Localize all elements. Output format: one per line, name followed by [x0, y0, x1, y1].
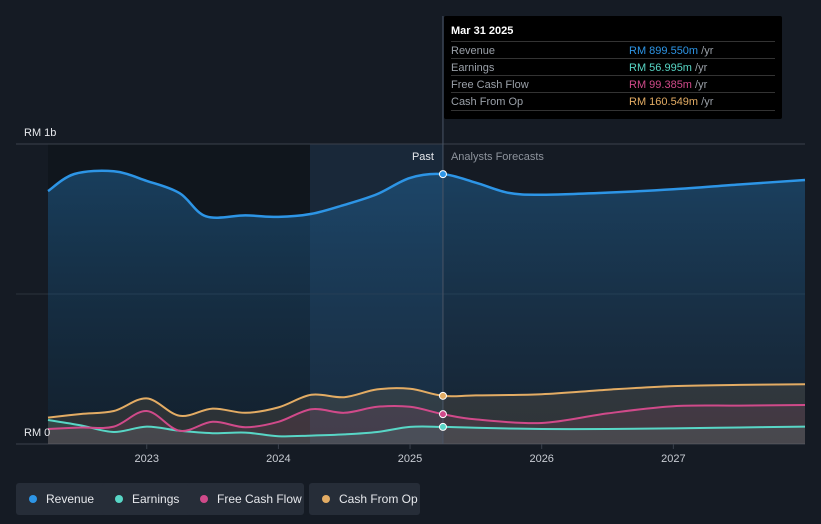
legend-dot-icon: [322, 495, 330, 503]
cash-from-op-marker: [438, 391, 447, 400]
legend-item-cash-from-op[interactable]: Cash From Op: [309, 483, 420, 515]
legend-label: Cash From Op: [339, 492, 418, 506]
tooltip-row-value: RM 899.550m /yr: [629, 45, 714, 57]
forecast-label: Analysts Forecasts: [451, 151, 544, 163]
x-tick-label: 2027: [661, 453, 685, 465]
legend-label: Revenue: [46, 492, 95, 506]
free-cash-flow-area: [48, 405, 805, 444]
free-cash-flow-marker: [438, 410, 447, 419]
series-markers: [438, 170, 447, 431]
legend-dot-icon: [200, 495, 208, 503]
tooltip-row-name: Revenue: [451, 45, 496, 57]
tooltip-row-value: RM 56.995m /yr: [629, 62, 708, 74]
earnings-area: [48, 420, 805, 444]
earnings-marker: [438, 422, 447, 431]
cash-from-op-line: [47, 383, 806, 419]
tooltip: Mar 31 2025 Revenue RM 899.550m /yr Earn…: [444, 16, 782, 119]
legend-label: Free Cash Flow: [217, 492, 302, 506]
x-axis-ticks: 2023 2024 2025 2026 2027: [134, 444, 686, 465]
revenue-area: [48, 170, 805, 444]
tooltip-row-revenue: Revenue RM 899.550m /yr: [451, 41, 775, 59]
revenue-line: [47, 169, 806, 219]
x-tick-label: 2026: [529, 453, 553, 465]
tooltip-date: Mar 31 2025: [451, 25, 514, 37]
x-tick-label: 2023: [134, 453, 158, 465]
revenue-marker: [438, 170, 447, 179]
free-cash-flow-line: [47, 404, 806, 432]
legend-dot-icon: [115, 495, 123, 503]
series-lines: [47, 169, 806, 438]
earnings-line: [47, 419, 806, 438]
legend-label: Earnings: [132, 492, 180, 506]
series-areas: [48, 170, 805, 444]
tooltip-row-name: Free Cash Flow: [451, 79, 529, 91]
tooltip-row-free-cash-flow: Free Cash Flow RM 99.385m /yr: [451, 75, 775, 93]
tooltip-row-value: RM 160.549m /yr: [629, 96, 714, 108]
past-label: Past: [412, 151, 434, 163]
x-tick-label: 2025: [398, 453, 422, 465]
legend-item-earnings[interactable]: Earnings: [102, 483, 192, 515]
tooltip-row-name: Cash From Op: [451, 96, 524, 108]
y-axis-zero-label: RM 0: [24, 427, 50, 439]
legend-item-free-cash-flow[interactable]: Free Cash Flow: [187, 483, 304, 515]
tooltip-row-name: Earnings: [451, 62, 495, 74]
tooltip-row-cash-from-op: Cash From Op RM 160.549m /yr: [451, 92, 775, 111]
tooltip-row-earnings: Earnings RM 56.995m /yr: [451, 58, 775, 76]
tooltip-row-value: RM 99.385m /yr: [629, 79, 708, 91]
legend-dot-icon: [29, 495, 37, 503]
y-axis-max-label: RM 1b: [24, 127, 56, 139]
x-tick-label: 2024: [266, 453, 290, 465]
